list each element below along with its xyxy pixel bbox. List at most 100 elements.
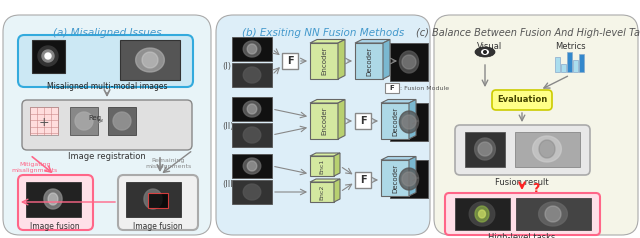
Polygon shape [45,53,51,59]
Bar [465,132,505,167]
FancyBboxPatch shape [3,15,211,235]
Bar [381,160,409,196]
FancyBboxPatch shape [18,175,93,230]
Polygon shape [310,99,345,103]
Polygon shape [381,157,416,160]
Bar [573,60,578,72]
Polygon shape [539,140,555,158]
Text: F: F [390,85,394,91]
Text: (b) Exsiting NN Fusion Methods: (b) Exsiting NN Fusion Methods [242,28,404,38]
Polygon shape [545,206,561,222]
Bar [148,193,168,208]
FancyBboxPatch shape [118,175,198,230]
Bar [282,53,298,69]
Bar [390,43,428,81]
Ellipse shape [481,49,489,55]
Text: Decoder: Decoder [366,46,372,75]
Polygon shape [142,52,158,68]
Text: Visual: Visual [477,42,502,51]
Bar [310,103,338,139]
Polygon shape [478,142,492,156]
Text: Decoder: Decoder [392,106,398,136]
Bar [232,180,272,204]
Bar [516,198,591,230]
Bar [232,123,272,147]
Bar [355,113,371,129]
FancyBboxPatch shape [492,90,552,110]
Ellipse shape [475,47,495,57]
FancyBboxPatch shape [18,35,193,87]
Polygon shape [402,55,416,69]
Polygon shape [243,158,261,174]
Polygon shape [539,202,568,226]
Text: (a) Misaligned Issues: (a) Misaligned Issues [52,28,161,38]
Text: +: + [38,115,49,129]
Text: Evaluation: Evaluation [497,95,547,104]
Bar [108,107,136,135]
Text: High-level tasks: High-level tasks [488,233,556,238]
Bar [30,107,58,135]
FancyBboxPatch shape [22,100,192,150]
Bar [579,54,584,72]
Text: Encoder: Encoder [321,107,327,135]
Polygon shape [399,168,419,190]
Text: Enc1: Enc1 [319,158,324,174]
Bar [32,40,65,73]
Text: (II): (II) [222,123,234,132]
Bar [567,52,572,72]
Polygon shape [402,172,416,186]
Bar [390,103,428,141]
FancyBboxPatch shape [216,15,430,235]
Bar [355,43,383,79]
Polygon shape [409,157,416,196]
Polygon shape [243,67,261,83]
Polygon shape [38,46,58,66]
Polygon shape [399,111,419,133]
Text: Decoder: Decoder [392,164,398,193]
Polygon shape [247,161,257,171]
Text: (III): (III) [222,179,236,188]
Polygon shape [136,48,164,72]
Text: ?: ? [532,182,540,194]
Ellipse shape [483,50,487,54]
Polygon shape [243,101,261,117]
Polygon shape [479,210,486,218]
Polygon shape [409,99,416,139]
Polygon shape [338,40,345,79]
Bar [561,64,566,72]
Bar [355,172,371,188]
Polygon shape [334,179,340,202]
Polygon shape [48,193,58,205]
Bar [381,103,409,139]
Polygon shape [247,44,257,54]
Bar [310,156,334,176]
Text: Mitigating
misalignments: Mitigating misalignments [12,162,58,173]
Polygon shape [247,104,257,114]
Polygon shape [310,40,345,43]
Polygon shape [310,179,340,182]
Polygon shape [475,206,489,222]
Polygon shape [144,189,162,209]
Bar [455,198,510,230]
Bar [310,182,334,202]
Text: Metrics: Metrics [555,42,586,51]
Bar [120,40,180,80]
Polygon shape [243,127,261,143]
Polygon shape [75,112,93,130]
Text: Enc2: Enc2 [319,184,324,200]
Bar [232,154,272,178]
Bar [70,107,98,135]
Bar [555,57,560,72]
Text: (I): (I) [222,63,231,71]
Text: Remaining
misalignments: Remaining misalignments [145,158,191,169]
FancyBboxPatch shape [455,125,590,175]
Text: Reg.: Reg. [88,115,103,121]
Polygon shape [243,184,261,200]
Text: (c) Balance Between Fusion And High-level Tasks: (c) Balance Between Fusion And High-leve… [416,28,640,38]
Bar [310,43,338,79]
Polygon shape [42,50,54,62]
Polygon shape [338,99,345,139]
Text: : Fusion Module: : Fusion Module [400,85,449,90]
Text: Image registration: Image registration [68,152,146,161]
Bar [232,63,272,87]
